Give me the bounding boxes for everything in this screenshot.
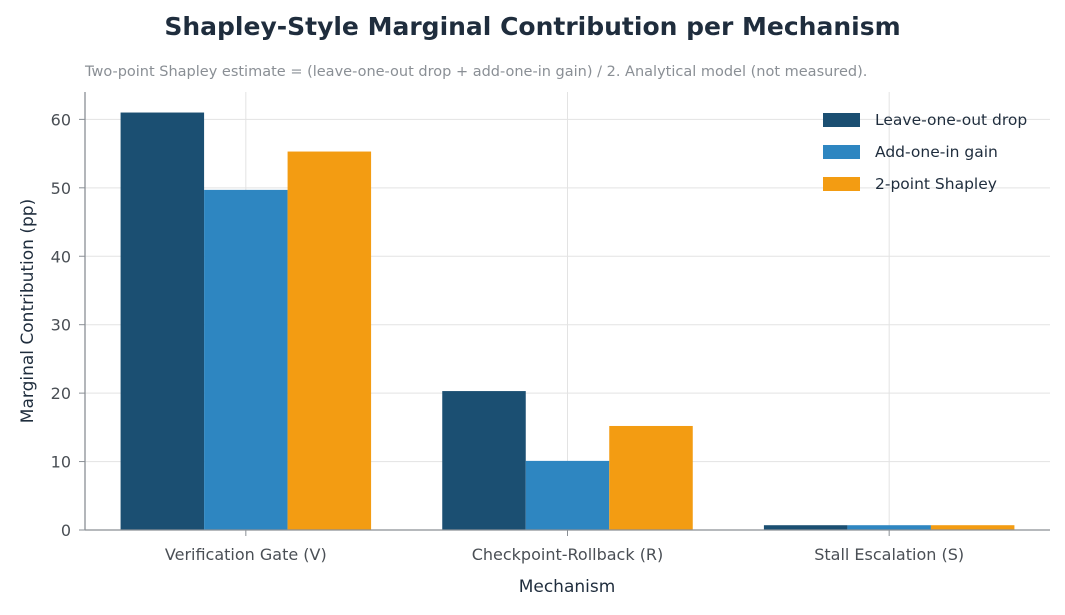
x-tick-label: Checkpoint-Rollback (R)	[472, 545, 664, 564]
chart-subtitle: Two-point Shapley estimate = (leave-one-…	[85, 64, 868, 80]
legend: Leave-one-out drop Add-one-in gain 2-point…	[823, 111, 1027, 193]
bar-add-one-in-gain-0	[204, 189, 288, 530]
legend-swatch	[823, 177, 860, 191]
y-tick-label: 10	[51, 453, 71, 472]
y-tick-label: 60	[51, 110, 71, 129]
y-tick-label: 40	[51, 247, 71, 266]
x-tick-label: Verification Gate (V)	[165, 545, 327, 564]
legend-swatch	[823, 113, 860, 127]
chart-title: Shapley-Style Marginal Contribution per …	[164, 12, 901, 41]
bars	[120, 112, 1015, 530]
x-axis-label: Mechanism	[519, 577, 616, 597]
y-tick-label: 0	[61, 521, 71, 540]
legend-label: 2-point Shapley	[875, 175, 997, 193]
bar-add-one-in-gain-1	[525, 460, 610, 530]
bar-2-point-shapley-1	[609, 425, 693, 530]
axes	[79, 92, 1050, 536]
bar-2-point-shapley-0	[287, 151, 372, 530]
y-tick-label: 20	[51, 384, 71, 403]
y-tick-label: 30	[51, 316, 71, 335]
x-tick-label: Stall Escalation (S)	[814, 545, 964, 564]
bar-leave-one-out-drop-0	[120, 112, 205, 530]
bar-2-point-shapley-2	[930, 525, 1015, 530]
bar-add-one-in-gain-2	[847, 525, 931, 530]
bar-leave-one-out-drop-1	[442, 391, 526, 530]
y-tick-label: 50	[51, 179, 71, 198]
legend-swatch	[823, 145, 860, 159]
legend-label: Add-one-in gain	[875, 143, 998, 161]
bar-leave-one-out-drop-2	[763, 525, 848, 530]
legend-label: Leave-one-out drop	[875, 111, 1027, 129]
y-axis-label: Marginal Contribution (pp)	[18, 199, 38, 423]
tick-labels: 0 10 20 30 40 50 60 Verification Gate (V) Checkp…	[51, 110, 964, 564]
